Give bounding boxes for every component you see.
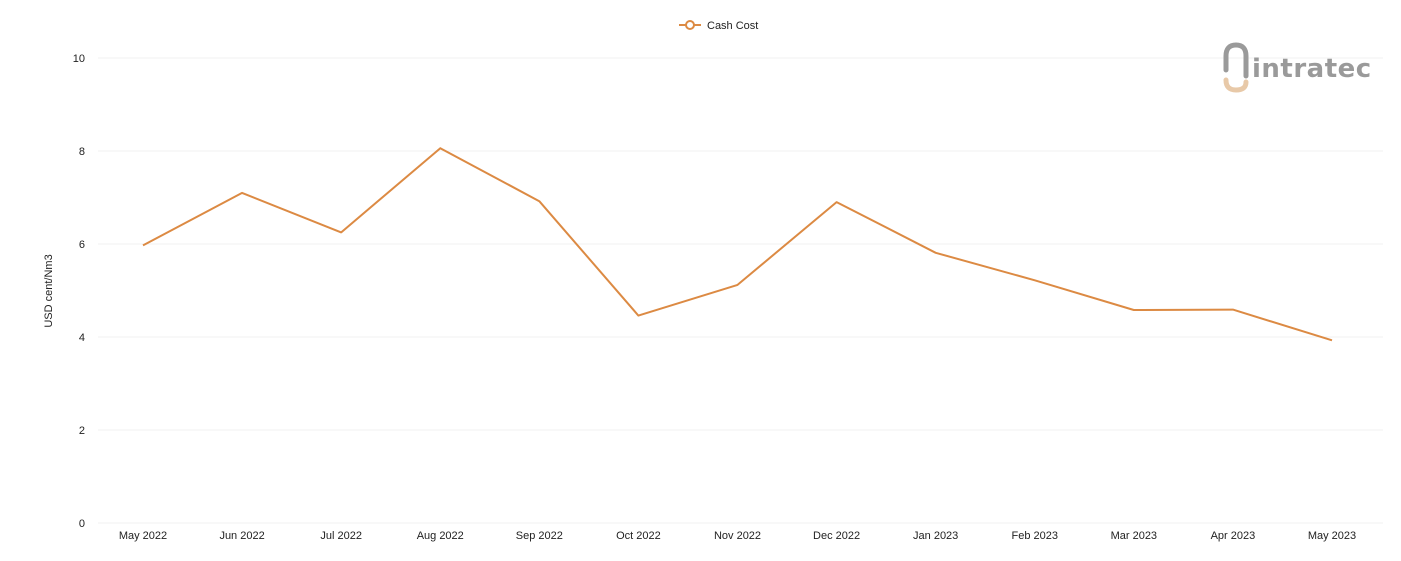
data-point[interactable] bbox=[732, 279, 744, 291]
data-point[interactable] bbox=[533, 195, 545, 207]
series-line-cash-cost[interactable] bbox=[142, 147, 1333, 342]
y-axis-ticks: 0 2 4 6 8 10 bbox=[73, 53, 85, 530]
data-point[interactable] bbox=[1029, 274, 1041, 286]
intratec-logo: intratec bbox=[1223, 42, 1372, 93]
x-tick-label: May 2022 bbox=[119, 530, 167, 542]
data-point[interactable] bbox=[930, 247, 942, 259]
legend[interactable]: Cash Cost bbox=[679, 20, 758, 32]
data-point[interactable] bbox=[1326, 334, 1338, 346]
y-tick-label: 2 bbox=[79, 425, 85, 437]
x-tick-label: Jul 2022 bbox=[320, 530, 362, 542]
data-point[interactable] bbox=[1227, 304, 1239, 316]
data-point[interactable] bbox=[335, 226, 347, 238]
x-tick-label: Feb 2023 bbox=[1012, 530, 1058, 542]
data-point[interactable] bbox=[1128, 304, 1140, 316]
y-tick-label: 4 bbox=[79, 332, 85, 344]
x-tick-label: Jun 2022 bbox=[219, 530, 264, 542]
x-tick-label: Oct 2022 bbox=[616, 530, 661, 542]
x-tick-label: Aug 2022 bbox=[417, 530, 464, 542]
x-tick-label: Nov 2022 bbox=[714, 530, 761, 542]
data-point[interactable] bbox=[831, 196, 843, 208]
y-tick-label: 10 bbox=[73, 53, 85, 65]
data-point[interactable] bbox=[434, 142, 446, 154]
x-tick-label: Mar 2023 bbox=[1111, 530, 1157, 542]
x-axis-ticks: May 2022 Jun 2022 Jul 2022 Aug 2022 Sep 2022… bbox=[119, 530, 1356, 542]
x-tick-label: Dec 2022 bbox=[813, 530, 860, 542]
logo-text: intratec bbox=[1252, 54, 1372, 84]
x-tick-label: Sep 2022 bbox=[516, 530, 563, 542]
data-point[interactable] bbox=[236, 187, 248, 199]
x-tick-label: Jan 2023 bbox=[913, 530, 958, 542]
y-tick-label: 0 bbox=[79, 518, 85, 530]
gridlines bbox=[98, 57, 1383, 524]
x-tick-label: May 2023 bbox=[1308, 530, 1356, 542]
legend-label-cash-cost: Cash Cost bbox=[707, 20, 758, 32]
intratec-logo-icon bbox=[1223, 42, 1249, 93]
x-tick-label: Apr 2023 bbox=[1211, 530, 1256, 542]
series-layer bbox=[137, 142, 1338, 346]
y-tick-label: 6 bbox=[79, 239, 85, 251]
data-point[interactable] bbox=[137, 239, 149, 251]
data-point[interactable] bbox=[632, 310, 644, 322]
y-tick-label: 8 bbox=[79, 146, 85, 158]
y-axis-title: USD cent/Nm3 bbox=[43, 254, 55, 327]
legend-marker-cash-cost bbox=[685, 20, 695, 30]
